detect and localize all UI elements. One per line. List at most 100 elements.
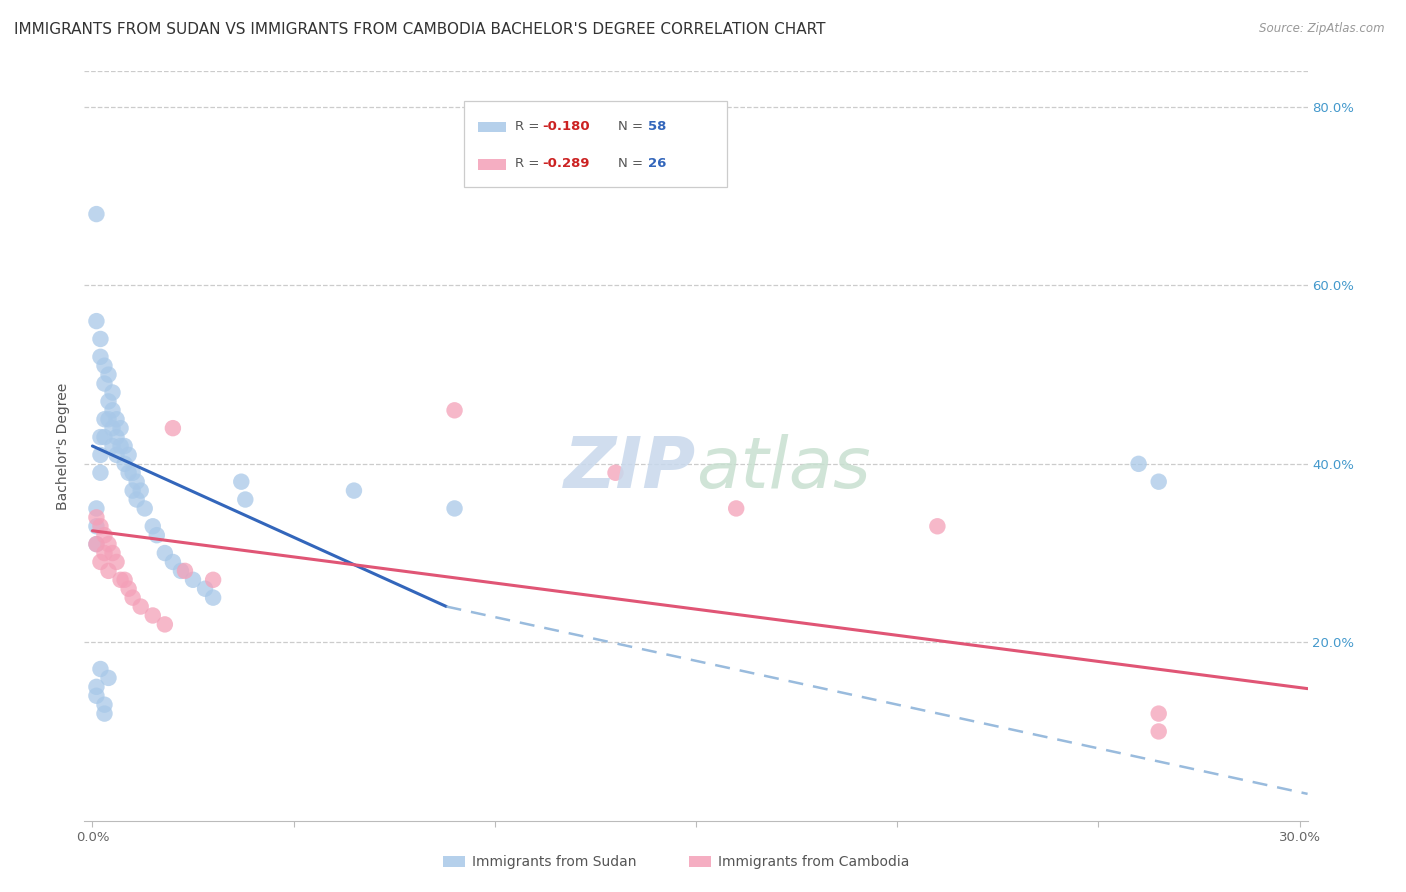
Point: [86, 510, 108, 524]
Bar: [478, 122, 506, 132]
Point: [202, 591, 225, 605]
Point: [89, 332, 111, 346]
Point: [89, 466, 111, 480]
Point: [97, 412, 120, 426]
Point: [125, 475, 148, 489]
Point: [927, 519, 949, 533]
Point: [605, 466, 627, 480]
Point: [114, 439, 136, 453]
Point: [162, 555, 184, 569]
Point: [93, 359, 115, 373]
Point: [134, 501, 156, 516]
Point: [89, 430, 111, 444]
Point: [142, 608, 165, 623]
Point: [443, 403, 465, 417]
Y-axis label: Bachelor's Degree: Bachelor's Degree: [56, 383, 70, 509]
Point: [97, 368, 120, 382]
Point: [101, 421, 124, 435]
Text: IMMIGRANTS FROM SUDAN VS IMMIGRANTS FROM CAMBODIA BACHELOR'S DEGREE CORRELATION : IMMIGRANTS FROM SUDAN VS IMMIGRANTS FROM…: [14, 22, 825, 37]
Point: [121, 483, 143, 498]
Text: N =: N =: [619, 120, 647, 133]
Point: [181, 573, 204, 587]
Point: [129, 483, 152, 498]
Point: [101, 403, 124, 417]
Point: [105, 430, 128, 444]
Point: [1147, 706, 1170, 721]
Point: [97, 671, 120, 685]
Point: [86, 519, 108, 533]
Point: [86, 689, 108, 703]
Point: [146, 528, 169, 542]
Text: R =: R =: [516, 157, 544, 170]
Text: ZIP: ZIP: [564, 434, 696, 503]
Point: [101, 546, 124, 560]
Point: [86, 501, 108, 516]
Point: [93, 706, 115, 721]
Point: [93, 430, 115, 444]
Text: -0.289: -0.289: [543, 157, 591, 170]
Text: R =: R =: [516, 120, 544, 133]
Point: [170, 564, 193, 578]
Point: [86, 537, 108, 551]
Point: [125, 492, 148, 507]
Point: [86, 314, 108, 328]
Text: 58: 58: [648, 120, 666, 133]
Point: [101, 385, 124, 400]
Point: [443, 501, 465, 516]
Point: [97, 394, 120, 409]
Point: [89, 448, 111, 462]
Point: [129, 599, 152, 614]
Point: [89, 350, 111, 364]
Text: Immigrants from Cambodia: Immigrants from Cambodia: [718, 855, 910, 869]
Point: [110, 573, 132, 587]
Point: [142, 519, 165, 533]
Point: [194, 582, 217, 596]
Point: [93, 546, 115, 560]
Point: [114, 457, 136, 471]
Point: [233, 492, 256, 507]
Point: [89, 662, 111, 676]
Point: [110, 439, 132, 453]
Point: [101, 439, 124, 453]
Point: [105, 412, 128, 426]
Text: atlas: atlas: [696, 434, 870, 503]
Point: [86, 680, 108, 694]
Text: Source: ZipAtlas.com: Source: ZipAtlas.com: [1260, 22, 1385, 36]
Point: [97, 564, 120, 578]
Text: -0.180: -0.180: [543, 120, 591, 133]
Point: [1147, 475, 1170, 489]
Point: [105, 555, 128, 569]
Point: [93, 412, 115, 426]
Point: [93, 528, 115, 542]
Point: [110, 421, 132, 435]
FancyBboxPatch shape: [464, 102, 727, 187]
Point: [89, 519, 111, 533]
Text: 26: 26: [648, 157, 666, 170]
Point: [153, 617, 176, 632]
Point: [117, 466, 139, 480]
Point: [114, 573, 136, 587]
Point: [725, 501, 748, 516]
Point: [162, 421, 184, 435]
Text: Immigrants from Sudan: Immigrants from Sudan: [472, 855, 637, 869]
Point: [117, 582, 139, 596]
Point: [89, 555, 111, 569]
Text: N =: N =: [619, 157, 647, 170]
Point: [86, 207, 108, 221]
Point: [343, 483, 366, 498]
Point: [117, 448, 139, 462]
Bar: [478, 160, 506, 169]
Point: [153, 546, 176, 560]
Point: [202, 573, 225, 587]
Point: [97, 537, 120, 551]
Point: [93, 698, 115, 712]
Point: [1128, 457, 1150, 471]
Point: [121, 466, 143, 480]
Point: [86, 537, 108, 551]
Point: [174, 564, 197, 578]
Point: [231, 475, 253, 489]
Point: [93, 376, 115, 391]
Point: [121, 591, 143, 605]
Point: [105, 448, 128, 462]
Point: [1147, 724, 1170, 739]
